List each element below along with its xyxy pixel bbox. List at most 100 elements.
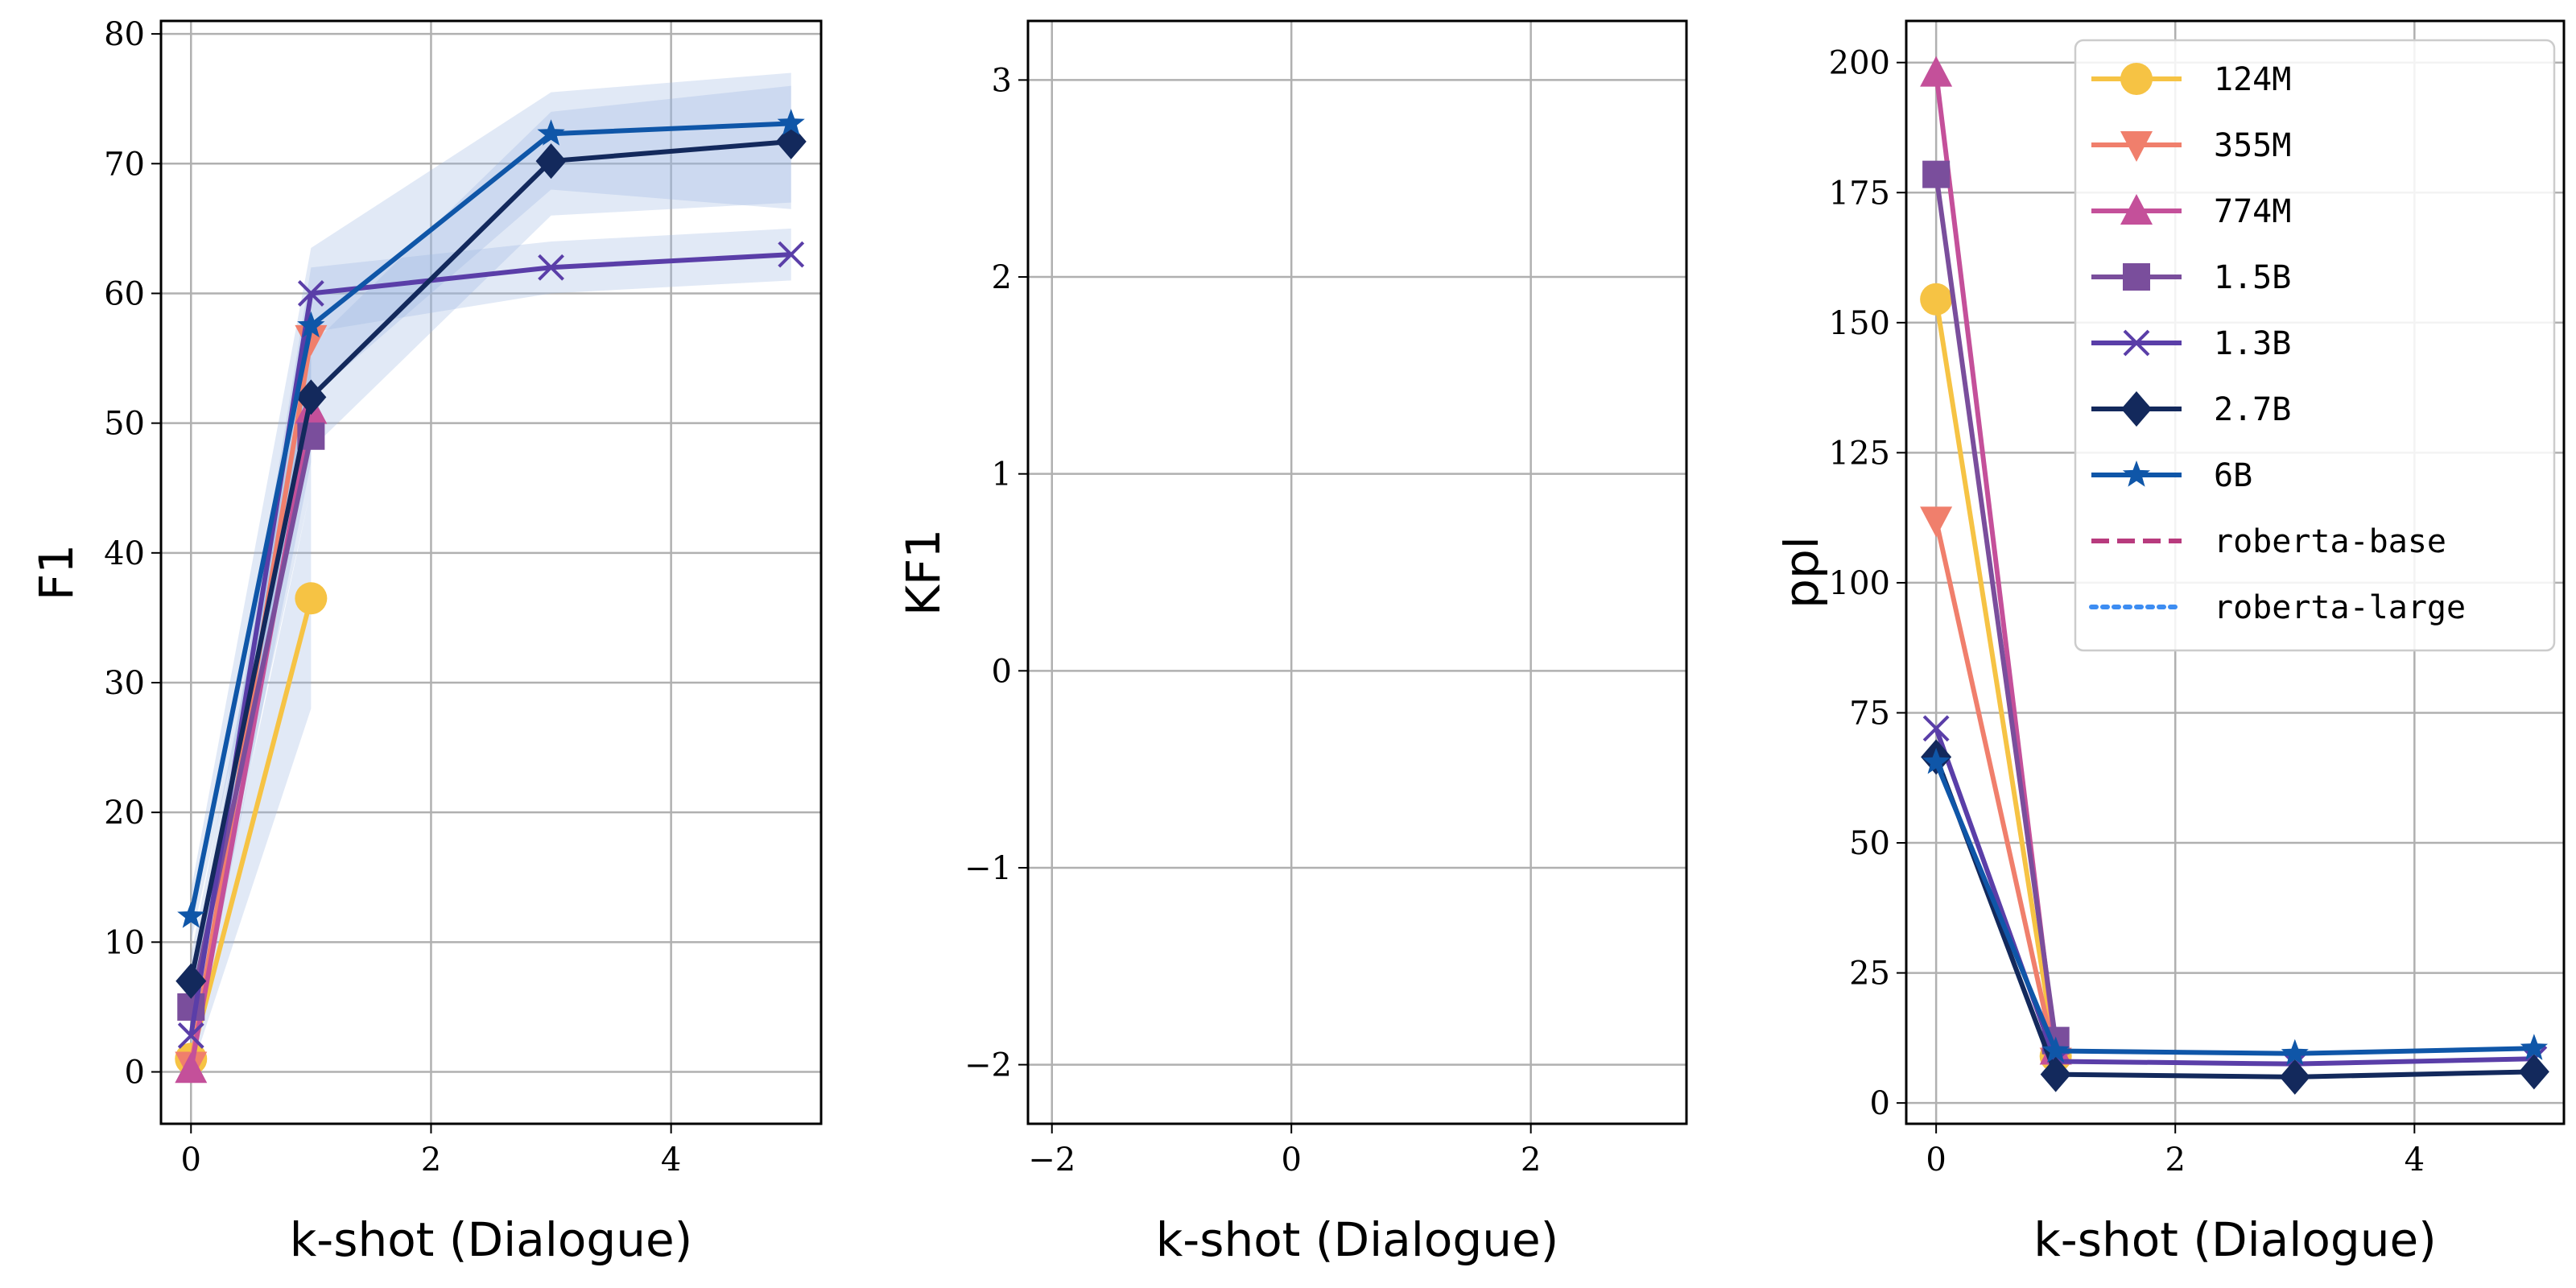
legend-label: roberta-large (2214, 589, 2466, 626)
legend-marker (2123, 263, 2150, 291)
legend-frame (2074, 39, 2556, 652)
legend-marker (2120, 194, 2153, 225)
x-tick-label: 4 (661, 1141, 681, 1179)
y-tick-label: 175 (1829, 175, 1890, 212)
x-axis-label: k-shot (Dialogue) (2033, 1212, 2437, 1267)
x-tick-label: 2 (1521, 1141, 1541, 1179)
data-point-774M (1920, 56, 1953, 87)
axes-frame (1905, 19, 2566, 1125)
x-tick-label: 2 (2165, 1141, 2186, 1179)
confidence-band-2.7B (191, 85, 791, 1007)
data-point-6B (1922, 747, 1951, 774)
y-tick-label: 30 (104, 665, 145, 702)
data-point-774M (175, 1052, 208, 1084)
data-point-2.7B (2040, 1056, 2071, 1092)
legend-label: 774M (2214, 193, 2291, 230)
data-point-1.5B (1922, 160, 1951, 188)
data-point-6B (777, 109, 805, 135)
x-tick-label: 2 (421, 1141, 441, 1179)
series-line-2.7B (1934, 756, 2534, 1080)
legend-label: 124M (2214, 61, 2291, 98)
legend-label: 2.7B (2214, 391, 2291, 428)
data-point-1.3B (538, 254, 564, 281)
data-point-1.3B (1922, 715, 1950, 742)
y-tick-label: 40 (104, 535, 145, 572)
x-tick-label: 4 (2405, 1141, 2425, 1179)
y-tick-label: 60 (104, 275, 145, 312)
legend-entry: roberta-base (2091, 523, 2446, 560)
x-tick-label: 0 (181, 1141, 201, 1179)
legend-marker (2121, 391, 2152, 427)
data-point-6B (177, 902, 205, 928)
y-tick-label: 75 (1849, 695, 1890, 732)
chart-panel-2: −2 0 2 −2 −1 0 1 2 3 k-shot (Dialogue) KF1 (896, 19, 1688, 1267)
series-line-2.7B (188, 138, 791, 982)
legend-entry: 355M (2091, 127, 2291, 164)
y-tick-label: 1 (992, 456, 1012, 493)
x-axis-label: k-shot (Dialogue) (290, 1212, 693, 1267)
x-axis-label: k-shot (Dialogue) (1156, 1212, 1559, 1267)
data-point-2.7B (295, 379, 327, 415)
data-point-1.3B (297, 280, 324, 307)
y-tick-label: 150 (1829, 305, 1890, 342)
legend-marker (2122, 460, 2151, 487)
y-tick-label: 25 (1849, 956, 1890, 993)
legend-marker (2120, 131, 2153, 162)
data-point-2.7B (2518, 1054, 2549, 1090)
y-tick-label: 0 (125, 1055, 145, 1092)
y-tick-label: 3 (992, 62, 1012, 99)
y-tick-label: 125 (1829, 435, 1890, 472)
data-point-6B (297, 311, 325, 338)
y-tick-label: 50 (1849, 825, 1890, 862)
y-tick-label: −2 (964, 1047, 1012, 1084)
x-tick-label: 0 (1926, 1141, 1946, 1179)
data-point-1.3B (177, 1022, 204, 1049)
y-tick-label: 200 (1829, 45, 1890, 82)
axes-frame (159, 19, 823, 1125)
data-point-6B (2041, 1036, 2070, 1063)
series-line-6B (1934, 761, 2534, 1056)
data-point-355M (1920, 506, 1953, 538)
data-point-6B (537, 119, 565, 146)
series-line-1.5B (1934, 174, 2058, 1042)
y-tick-label: 2 (992, 259, 1012, 296)
data-point-124M (1920, 283, 1953, 316)
y-tick-label: −1 (964, 850, 1012, 887)
data-point-2.7B (175, 963, 207, 999)
series-line-124M (188, 597, 314, 1060)
legend-entry: 1.5B (2091, 259, 2291, 296)
legend-label: 1.5B (2214, 259, 2291, 296)
legend-marker (2120, 63, 2153, 95)
legend-label: 6B (2214, 457, 2252, 494)
y-axis-label: F1 (29, 544, 84, 601)
y-tick-label: 0 (992, 653, 1012, 690)
legend-marker (2123, 329, 2150, 357)
x-tick-label: −2 (1028, 1141, 1075, 1179)
series-line-355M (1934, 519, 2058, 1063)
series-line-1.3B (1934, 727, 2534, 1067)
legend-label: roberta-base (2214, 523, 2446, 560)
legend-entry: 2.7B (2091, 391, 2291, 428)
y-tick-label: 20 (104, 795, 145, 832)
y-tick-label: 80 (104, 16, 145, 53)
legend-entry: 124M (2091, 61, 2291, 98)
axes-frame (1026, 19, 1688, 1125)
legend-label: 355M (2214, 127, 2291, 164)
series-line-124M (1934, 299, 2058, 1057)
legend: 124M 355M 774M 1.5B 1.3B 2.7B 6B roberta-base ro… (2074, 39, 2556, 652)
x-tick-label: 0 (1281, 1141, 1301, 1179)
data-point-124M (295, 582, 328, 615)
data-point-6B (2520, 1034, 2548, 1060)
data-point-2.7B (2279, 1059, 2310, 1095)
y-tick-label: 70 (104, 146, 145, 183)
legend-entry: roberta-large (2089, 589, 2466, 626)
y-axis-label: ppl (1774, 536, 1829, 609)
series-line-355M (188, 338, 314, 1066)
y-tick-label: 50 (104, 406, 145, 443)
legend-entry: 6B (2091, 457, 2252, 494)
data-point-6B (2281, 1038, 2309, 1066)
confidence-band-124M (191, 488, 312, 1072)
